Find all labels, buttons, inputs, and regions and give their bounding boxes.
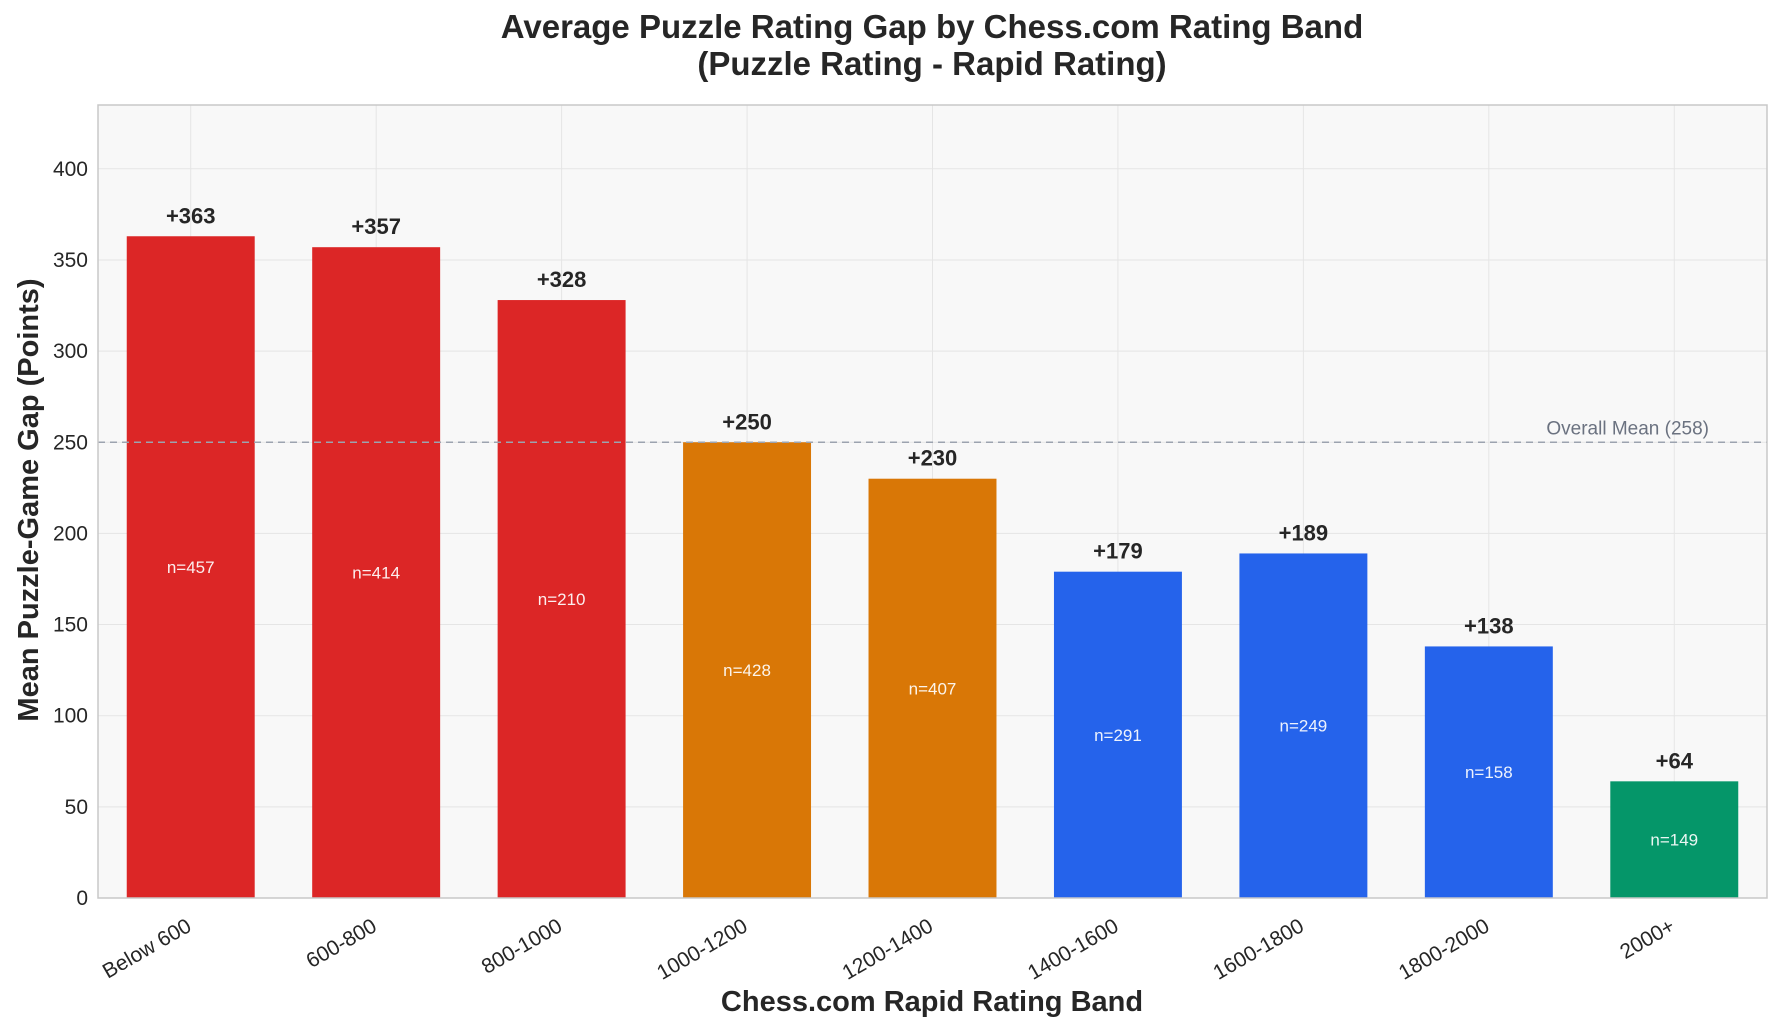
x-tick-label: 600-800 [302, 914, 380, 972]
bar [868, 478, 997, 898]
x-tick-label: 2000+ [1616, 914, 1679, 963]
bar-value-label: +138 [1464, 613, 1514, 638]
bar-value-label: +64 [1656, 748, 1694, 773]
bar-value-label: +363 [166, 203, 216, 228]
plot-frame [97, 104, 1768, 899]
mean-line-group: Overall Mean (258) [98, 418, 1767, 444]
y-tick-label: 0 [76, 887, 88, 910]
bar-count-label: n=407 [909, 679, 957, 698]
bar-count-label: n=414 [352, 564, 400, 583]
y-tick-label: 400 [53, 158, 88, 181]
bar-value-label: +357 [351, 214, 401, 239]
bar [1053, 571, 1182, 898]
x-tick-label: 1200-1400 [839, 914, 937, 984]
bar-count-label: n=291 [1094, 726, 1142, 745]
bar-value-label: +250 [722, 409, 772, 434]
bar [1424, 646, 1553, 898]
bars-group: +363 n=457 +357 n=414 +328 n=210 +250 n=428 +230… [126, 203, 1739, 898]
bar [1239, 553, 1368, 898]
bar-value-label: +179 [1093, 539, 1143, 564]
y-tick-label: 100 [53, 705, 88, 728]
bar-count-label: n=457 [167, 558, 215, 577]
bar [312, 247, 441, 898]
y-tick-label: 50 [65, 796, 88, 819]
bar-count-label: n=149 [1650, 831, 1698, 850]
bar [497, 300, 626, 898]
y-axis-label: Mean Puzzle-Game Gap (Points) [13, 278, 45, 721]
x-tick-label: 1800-2000 [1395, 914, 1493, 984]
y-tick-label: 350 [53, 249, 88, 272]
y-tick-label: 150 [53, 614, 88, 637]
x-axis-label: Chess.com Rapid Rating Band [721, 986, 1143, 1018]
x-tick-label: 1400-1600 [1024, 914, 1122, 984]
y-axis-ticks: 0 50 100 150 200 250 300 350 400 [53, 158, 88, 910]
bar-count-label: n=210 [538, 590, 586, 609]
bar-value-label: +189 [1279, 520, 1329, 545]
x-axis-ticks: Below 600 600-800 800-1000 1000-1200 1200-14… [99, 914, 1679, 984]
bar-value-label: +230 [908, 446, 958, 471]
mean-line-label: Overall Mean (258) [1546, 418, 1709, 439]
bar-count-label: n=249 [1280, 717, 1328, 736]
bar [1610, 781, 1739, 898]
bar-count-label: n=428 [723, 661, 771, 680]
x-tick-label: 800-1000 [478, 914, 566, 978]
y-tick-label: 200 [53, 522, 88, 545]
chart-title-line1: Average Puzzle Rating Gap by Chess.com R… [501, 8, 1363, 45]
x-tick-label: Below 600 [99, 914, 195, 983]
bar-count-label: n=158 [1465, 763, 1513, 782]
y-tick-label: 250 [53, 431, 88, 454]
x-tick-label: 1600-1800 [1209, 914, 1307, 984]
bar-value-label: +328 [537, 267, 587, 292]
y-tick-label: 300 [53, 340, 88, 363]
x-tick-label: 1000-1200 [653, 914, 751, 984]
bar [126, 236, 255, 898]
chart-title-line2: (Puzzle Rating - Rapid Rating) [697, 45, 1166, 82]
bar [683, 442, 812, 898]
